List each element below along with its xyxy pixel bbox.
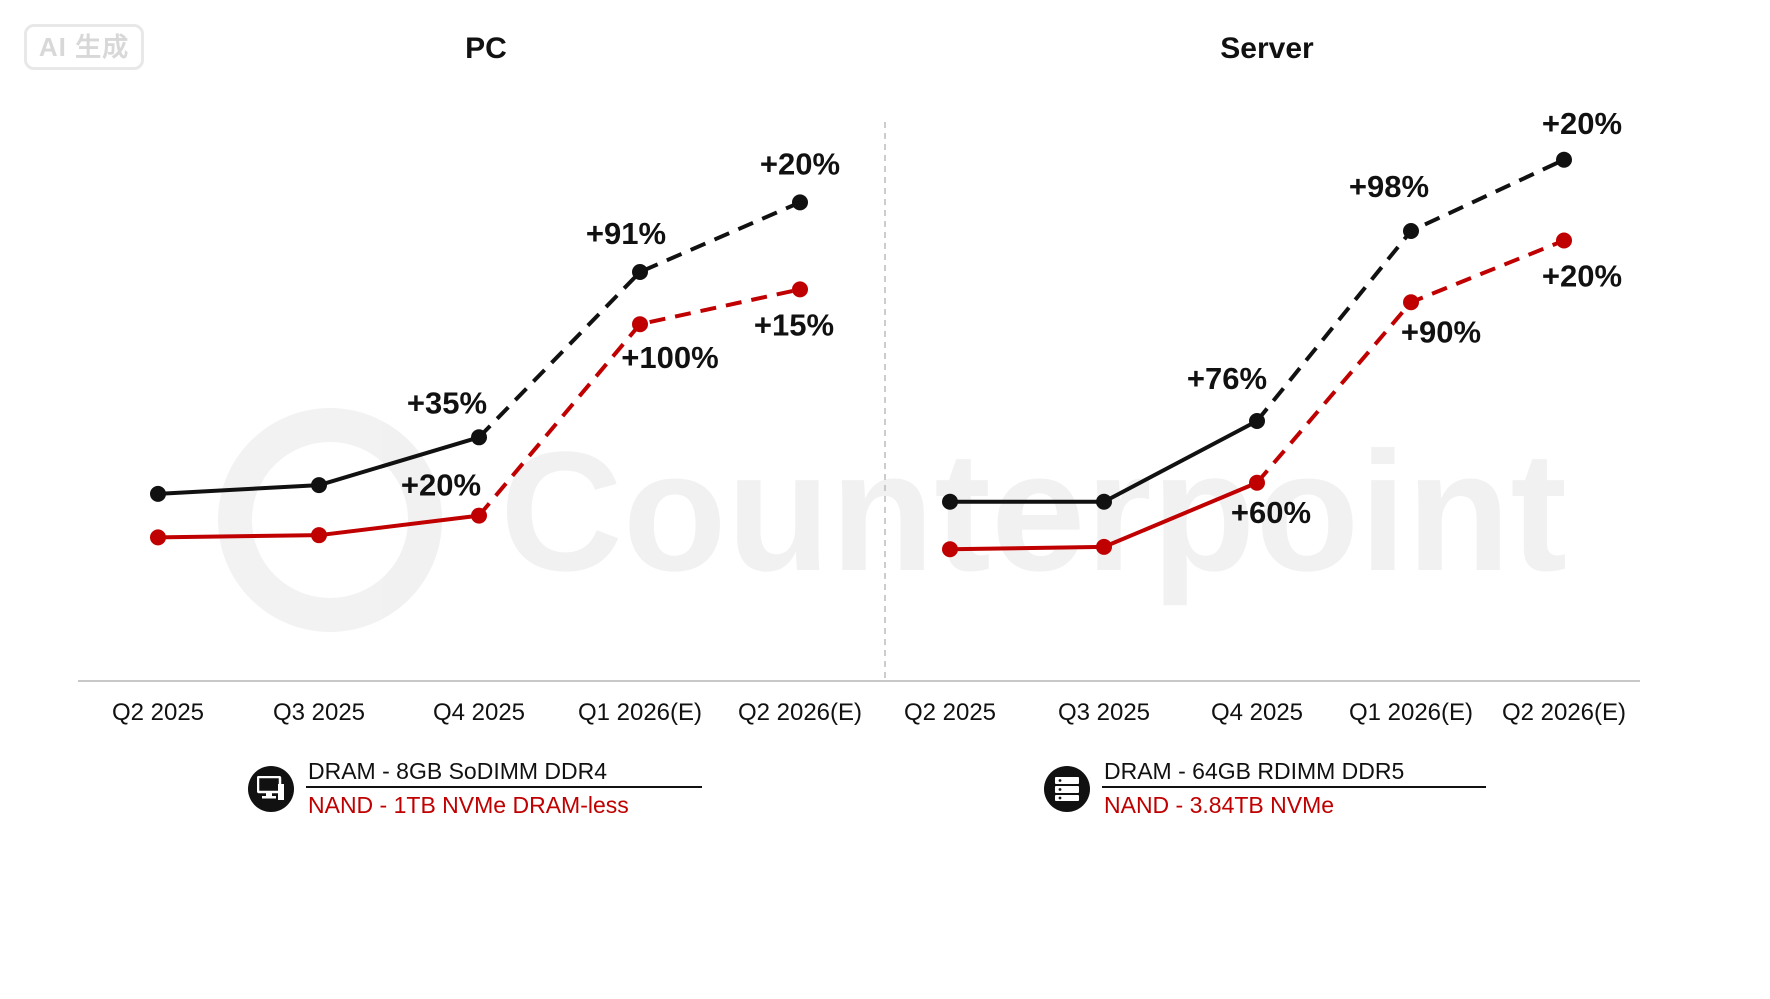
pc-nand-point bbox=[150, 529, 166, 546]
server-x-tick-label: Q1 2026(E) bbox=[1349, 699, 1473, 726]
pc-dram-data-label: +20% bbox=[760, 146, 840, 181]
pc-dram-data-label: +35% bbox=[407, 385, 487, 420]
watermark-logo-ring bbox=[218, 408, 442, 632]
counterpoint-watermark: Counterpoint bbox=[218, 408, 1567, 632]
pc-dram-point bbox=[632, 264, 648, 280]
server-x-tick-label: Q2 2025 bbox=[904, 699, 996, 726]
server-rack-icon bbox=[1044, 766, 1090, 812]
pc-legend-nand-label: NAND - 1TB NVMe DRAM-less bbox=[308, 792, 629, 818]
pc-nand-data-label: +15% bbox=[754, 307, 834, 342]
pc-x-tick-label: Q1 2026(E) bbox=[578, 699, 702, 726]
server-dram-point bbox=[1403, 223, 1419, 239]
pc-nand-line-estimate bbox=[477, 287, 801, 517]
server-x-tick-label: Q2 2026(E) bbox=[1502, 699, 1626, 726]
pc-dram-point bbox=[792, 194, 808, 211]
server-legend-divider bbox=[1102, 786, 1486, 788]
pc-nand-data-label: +100% bbox=[621, 340, 718, 375]
server-legend-dram-label: DRAM - 64GB RDIMM DDR5 bbox=[1104, 758, 1405, 784]
pc-x-tick-label: Q2 2025 bbox=[112, 699, 204, 726]
server-nand-data-label: +60% bbox=[1231, 495, 1311, 530]
pc-nand-point bbox=[471, 507, 487, 524]
pc-nand-data-label: +20% bbox=[401, 468, 481, 503]
server-dram-point bbox=[942, 493, 958, 510]
server-nand-data-label: +20% bbox=[1542, 259, 1622, 294]
server-dram-data-label: +98% bbox=[1349, 169, 1429, 204]
server-x-tick-label: Q4 2025 bbox=[1211, 699, 1303, 726]
server-dram-data-label: +20% bbox=[1542, 106, 1622, 141]
watermark-brand-text: Counterpoint bbox=[500, 417, 1567, 607]
server-dram-data-label: +76% bbox=[1187, 361, 1267, 396]
pc-legend-dram-label: DRAM - 8GB SoDIMM DDR4 bbox=[308, 758, 608, 784]
pc-x-tick-label: Q3 2025 bbox=[273, 699, 365, 726]
server-nand-point bbox=[942, 541, 958, 558]
server-nand-data-label: +90% bbox=[1401, 314, 1481, 349]
server-nand-point bbox=[1556, 232, 1572, 249]
server-x-tick-label: Q3 2025 bbox=[1058, 699, 1150, 726]
pc-nand-point bbox=[311, 527, 327, 544]
pc-dram-data-label: +91% bbox=[586, 216, 666, 251]
server-legend-nand-label: NAND - 3.84TB NVMe bbox=[1104, 792, 1335, 818]
pc-nand-point bbox=[792, 281, 808, 298]
server-dram-point bbox=[1249, 413, 1265, 429]
server-dram-point bbox=[1556, 151, 1572, 168]
ai-generated-badge: AI 生成 bbox=[24, 24, 144, 70]
pc-chart-title: PC bbox=[465, 32, 507, 65]
server-chart-title: Server bbox=[1220, 32, 1314, 65]
pc-dram-line-estimate bbox=[477, 200, 801, 439]
server-nand-point bbox=[1249, 474, 1265, 491]
server-nand-point bbox=[1403, 294, 1419, 311]
pc-nand-point bbox=[632, 316, 648, 333]
desktop-pc-icon bbox=[248, 766, 294, 812]
pc-x-tick-label: Q4 2025 bbox=[433, 699, 525, 726]
pc-x-tick-label: Q2 2026(E) bbox=[738, 699, 862, 726]
server-nand-point bbox=[1096, 538, 1112, 555]
pc-dram-point bbox=[471, 429, 487, 446]
pc-dram-point bbox=[150, 485, 166, 502]
server-dram-point bbox=[1096, 493, 1112, 510]
pc-legend-divider bbox=[306, 786, 702, 788]
pc-dram-point bbox=[311, 477, 327, 494]
